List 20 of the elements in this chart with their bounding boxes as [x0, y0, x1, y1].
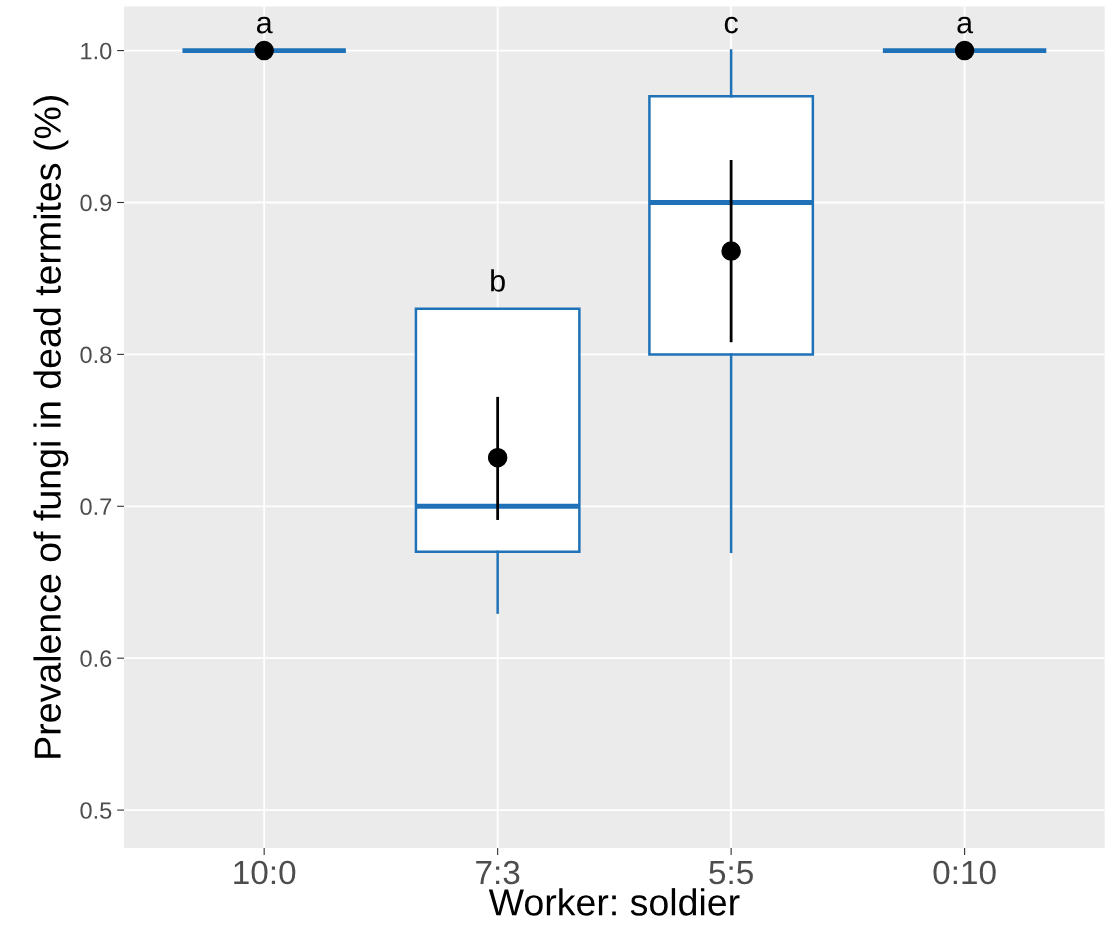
y-tick-label: 0.9: [80, 194, 112, 212]
y-tick-label: 0.8: [80, 346, 112, 364]
annotation: a: [957, 16, 974, 34]
x-tick-label: 7:3: [476, 860, 520, 885]
annotation: c: [724, 16, 738, 34]
y-tick-label: 1.0: [81, 42, 112, 60]
y-axis-title: Prevalence of fungi in dead termites (%): [33, 96, 69, 758]
annotation: a: [256, 16, 273, 34]
y-tick-label: 0.5: [80, 802, 112, 819]
point: [721, 241, 741, 261]
x-axis-title: Worker: soldier: [488, 888, 740, 916]
x-tick-label: 10:0: [234, 860, 296, 885]
point: [487, 447, 508, 468]
point: [254, 40, 274, 61]
point: [954, 40, 975, 61]
annotation: b: [491, 269, 505, 292]
y-tick-label: 0.6: [80, 650, 112, 667]
x-tick-label: 0:10: [933, 860, 996, 885]
x-tick-label: 5:5: [709, 861, 753, 885]
y-tick-label: 0.7: [80, 498, 112, 516]
